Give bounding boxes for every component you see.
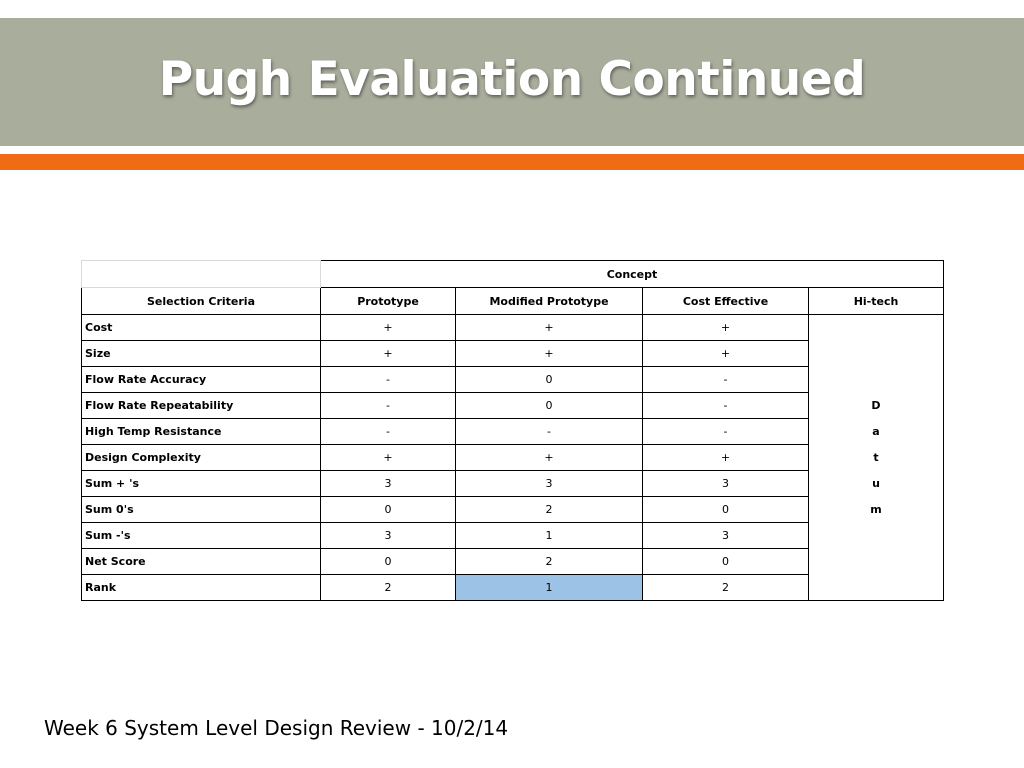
score-cell: +	[642, 314, 809, 341]
criterion-label: Sum -'s	[81, 522, 321, 549]
score-cell: +	[455, 314, 643, 341]
score-cell: 2	[642, 574, 809, 601]
score-cell: 0	[320, 548, 456, 575]
table-group-header-row: Concept	[81, 260, 944, 288]
accent-bar	[0, 154, 1024, 170]
score-cell: 0	[320, 496, 456, 523]
table-header-row: Selection Criteria Prototype Modified Pr…	[81, 287, 944, 315]
criterion-label: Size	[81, 340, 321, 367]
score-cell: +	[455, 340, 643, 367]
criterion-label: Sum 0's	[81, 496, 321, 523]
datum-letter: u	[872, 476, 880, 490]
score-cell: 3	[642, 470, 809, 497]
score-cell: -	[320, 418, 456, 445]
table-row: Sum 0's 0 2 0	[81, 496, 944, 523]
table-row: Design Complexity + + +	[81, 444, 944, 471]
score-cell: +	[320, 444, 456, 471]
score-cell: +	[320, 340, 456, 367]
criteria-header: Selection Criteria	[81, 287, 321, 315]
score-cell: 0	[642, 496, 809, 523]
score-cell: 2	[320, 574, 456, 601]
score-cell: +	[455, 444, 643, 471]
score-cell: -	[455, 418, 643, 445]
score-cell: 1	[455, 522, 643, 549]
datum-letter: t	[873, 450, 879, 464]
score-cell: -	[320, 392, 456, 419]
score-cell: 1	[455, 574, 643, 601]
score-cell: -	[320, 366, 456, 393]
datum-letter: m	[870, 502, 882, 516]
title-bar	[0, 18, 1024, 146]
score-cell: 0	[642, 548, 809, 575]
score-cell: 2	[455, 496, 643, 523]
table-row: Flow Rate Repeatability -0-	[81, 392, 944, 419]
criterion-label: Rank	[81, 574, 321, 601]
score-cell: 0	[455, 366, 643, 393]
table-corner-cell	[81, 260, 321, 288]
criterion-label: Net Score	[81, 548, 321, 575]
pugh-table: Concept Selection Criteria Prototype Mod…	[81, 260, 944, 601]
slide-title: Pugh Evaluation Continued	[158, 52, 866, 107]
criterion-label: Cost	[81, 314, 321, 341]
datum-letter: D	[871, 398, 881, 412]
concept-header: Prototype	[320, 287, 456, 315]
score-cell: 3	[455, 470, 643, 497]
concept-group-header: Concept	[320, 260, 944, 288]
concept-header: Modified Prototype	[455, 287, 643, 315]
score-cell: 2	[455, 548, 643, 575]
score-cell: +	[642, 340, 809, 367]
score-cell: -	[642, 392, 809, 419]
table-row: Rank 2 1 2	[81, 574, 944, 601]
criterion-label: High Temp Resistance	[81, 418, 321, 445]
table-row: Sum -'s 3 1 3	[81, 522, 944, 549]
slide-footer: Week 6 System Level Design Review - 10/2…	[44, 716, 509, 740]
score-cell: 0	[455, 392, 643, 419]
datum-letter: a	[872, 424, 880, 438]
criterion-label: Sum + 's	[81, 470, 321, 497]
table-row: Size + + +	[81, 340, 944, 367]
criterion-label: Flow Rate Repeatability	[81, 392, 321, 419]
concept-header: Hi-tech	[808, 287, 944, 315]
concept-header: Cost Effective	[642, 287, 809, 315]
criterion-label: Flow Rate Accuracy	[81, 366, 321, 393]
score-cell: 3	[320, 470, 456, 497]
score-cell: 3	[320, 522, 456, 549]
score-cell: +	[642, 444, 809, 471]
score-cell: +	[320, 314, 456, 341]
table-row: Net Score 0 2 0	[81, 548, 944, 575]
score-cell: 3	[642, 522, 809, 549]
score-cell: -	[642, 418, 809, 445]
table-row: Flow Rate Accuracy -0-	[81, 366, 944, 393]
criterion-label: Design Complexity	[81, 444, 321, 471]
score-cell: -	[642, 366, 809, 393]
